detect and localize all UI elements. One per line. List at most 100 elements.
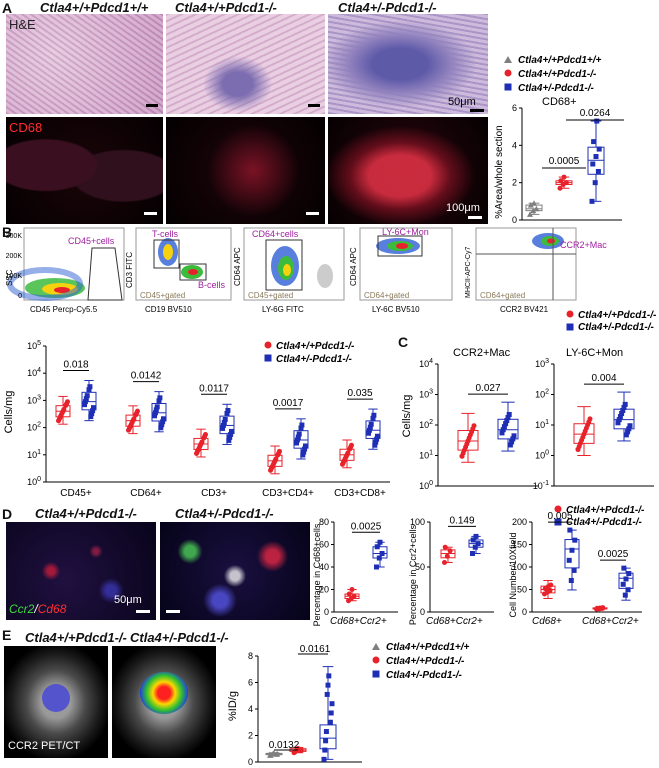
box xyxy=(319,724,337,750)
legend-e-2: Ctla4+/+Pdcd1-/- xyxy=(386,656,465,667)
data-point xyxy=(300,452,306,458)
data-point xyxy=(321,756,327,762)
data-point xyxy=(447,548,453,554)
data-point xyxy=(294,440,299,446)
box xyxy=(219,415,235,435)
data-point xyxy=(296,431,302,437)
data-point xyxy=(368,421,374,427)
flow-4-pop: LY-6C+Mon xyxy=(382,227,429,237)
he-label: H&E xyxy=(9,17,36,32)
legend-a-1: Ctla4+/+Pdcd1+/+ xyxy=(518,55,602,66)
data-point xyxy=(374,564,379,570)
panel-a-letter: A xyxy=(2,0,13,16)
legend-d-1: Ctla4+/+Pdcd1-/- xyxy=(566,505,645,516)
data-point xyxy=(509,439,515,445)
plot-b-area: 105 104 103 102 101 100 0.018 CD45+ 0.0142 CD64+ 0… xyxy=(27,340,390,499)
data-point xyxy=(472,544,478,550)
y-tick-label: 6 xyxy=(512,103,517,113)
y-tick-label: 50 xyxy=(517,585,527,595)
data-point xyxy=(374,436,380,442)
legend-wt-marker xyxy=(372,643,380,650)
cd68-image-2 xyxy=(166,117,325,224)
data-point xyxy=(625,587,631,593)
data-point xyxy=(377,539,383,545)
flow-gate xyxy=(153,239,180,269)
data-point xyxy=(531,200,537,206)
flow-gate xyxy=(377,235,423,257)
flow-gate xyxy=(179,263,207,281)
plot-e-p2: 0.0161 xyxy=(300,644,331,655)
cd68-image-3: 100μm xyxy=(328,117,488,224)
y-tick-label: 4 xyxy=(248,704,253,714)
data-point xyxy=(615,420,621,426)
legend-b-2: Ctla4+/-Pdcd1-/- xyxy=(276,354,353,365)
flow-density xyxy=(188,269,198,275)
data-point xyxy=(161,416,166,422)
flow-1-pop: CD45+cells xyxy=(68,236,115,246)
y-tick-label: 6 xyxy=(248,678,253,688)
data-point xyxy=(322,747,328,753)
data-point xyxy=(61,406,67,412)
data-point xyxy=(65,399,70,405)
data-point xyxy=(323,738,329,744)
legend-pd1-marker xyxy=(264,341,272,349)
data-point xyxy=(229,428,234,434)
flow-density xyxy=(317,264,333,288)
data-point xyxy=(220,425,225,431)
pet-signal xyxy=(42,684,70,712)
p-value: 0.027 xyxy=(475,383,500,394)
flow-density xyxy=(7,267,83,301)
panel-d-boxplots: Ctla4+/+Pdcd1-/- Ctla4+/-Pdcd1-/- Percen… xyxy=(312,505,645,627)
data-point xyxy=(505,415,511,421)
legend-b-top-1: Ctla4+/+Pdcd1-/- xyxy=(578,310,657,321)
he-image-1: H&E xyxy=(6,14,163,114)
p-value: 0.005 xyxy=(547,511,572,522)
data-point xyxy=(511,433,517,439)
y-tick-label: 104 xyxy=(27,367,41,378)
data-point xyxy=(527,211,533,217)
data-point xyxy=(153,407,159,413)
legend-a-3: Ctla4+/-Pdcd1-/- xyxy=(518,83,595,94)
data-point xyxy=(196,445,202,451)
y-tick-label: 50 xyxy=(415,562,425,572)
he-image-2 xyxy=(166,14,325,114)
d-scale-label: 50μm xyxy=(114,594,142,606)
plot-e-area: 0 2 4 6 8 xyxy=(248,651,362,767)
data-point xyxy=(579,437,585,443)
y-tick-label: 100 xyxy=(419,480,433,491)
data-point xyxy=(156,398,162,404)
p-value: 0.0017 xyxy=(273,398,304,409)
data-point xyxy=(89,411,95,417)
data-point xyxy=(366,430,371,436)
data-point xyxy=(224,410,230,416)
pet-signal xyxy=(140,672,188,714)
flow-5-gate: CD64+gated xyxy=(480,291,525,300)
x-category-label: CD45+ xyxy=(60,488,92,499)
genotype-d-2: Ctla4+/-Pdcd1-/- xyxy=(175,506,274,521)
genotype-e-2: Ctla4+/-Pdcd1-/- xyxy=(130,630,229,645)
y-tick-label: 103 xyxy=(419,389,433,400)
data-point xyxy=(533,205,540,212)
data-point xyxy=(203,431,208,437)
data-point xyxy=(558,178,564,184)
data-point xyxy=(294,437,300,443)
data-point xyxy=(82,399,88,405)
x-category-label: CD3+CD8+ xyxy=(334,488,386,499)
data-point xyxy=(616,417,622,423)
data-point xyxy=(622,592,628,598)
x-category-label: CD3+CD4+ xyxy=(262,488,314,499)
data-point xyxy=(301,449,307,455)
legend-pd1-marker xyxy=(372,656,380,664)
data-point xyxy=(270,462,276,468)
pet-ct-image-1: CCR2 PET/CT xyxy=(4,646,108,758)
cd68-label: CD68 xyxy=(9,120,43,135)
data-point xyxy=(84,393,90,399)
flow-density xyxy=(54,287,70,293)
data-point xyxy=(345,450,351,456)
genotype-d-1: Ctla4+/+Pdcd1-/- xyxy=(35,506,137,521)
cd68-scale-label: 100μm xyxy=(446,202,480,214)
y-tick-label: 102 xyxy=(419,419,433,430)
data-point xyxy=(128,421,134,427)
data-point xyxy=(626,426,632,432)
scale-bar xyxy=(306,212,319,215)
